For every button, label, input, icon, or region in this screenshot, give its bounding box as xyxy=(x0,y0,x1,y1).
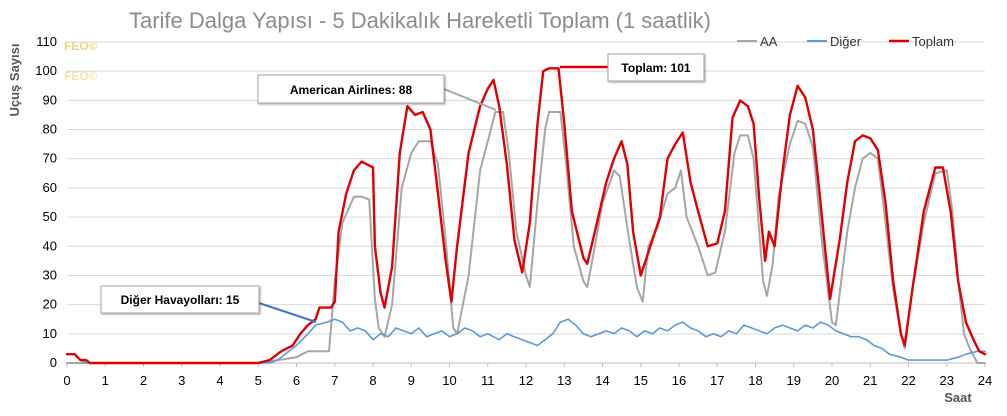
x-tick-label: 11 xyxy=(481,373,495,388)
x-tick-label: 14 xyxy=(595,373,609,388)
callout-text-aa: American Airlines: 88 xyxy=(290,83,413,97)
x-tick-label: 1 xyxy=(102,373,109,388)
callouts: American Airlines: 88 Toplam: 101 Diğer … xyxy=(100,53,705,323)
x-tick-label: 9 xyxy=(408,373,415,388)
watermark-top: FEO© xyxy=(64,39,98,53)
x-tick-label: 20 xyxy=(825,373,839,388)
legend-label-toplam: Toplam xyxy=(912,34,954,49)
callout-leader-aa xyxy=(443,88,497,111)
y-tick-label: 50 xyxy=(43,209,57,224)
x-tick-label: 2 xyxy=(140,373,147,388)
x-tick-label: 4 xyxy=(216,373,223,388)
x-tick-label: 19 xyxy=(787,373,801,388)
y-tick-label: 80 xyxy=(43,122,57,137)
y-tick-label: 70 xyxy=(43,151,57,166)
x-tick-label: 10 xyxy=(442,373,456,388)
y-tick-label: 40 xyxy=(43,238,57,253)
y-tick-label: 60 xyxy=(43,180,57,195)
y-tick-label: 30 xyxy=(43,267,57,282)
y-tick-label: 20 xyxy=(43,297,57,312)
x-tick-label: 7 xyxy=(331,373,338,388)
legend-label-aa: AA xyxy=(760,34,778,49)
legend-label-diger: Diğer xyxy=(830,34,862,49)
x-tick-label: 23 xyxy=(940,373,954,388)
series-lines xyxy=(65,67,987,365)
chart-title: Tarife Dalga Yapısı - 5 Dakikalık Hareke… xyxy=(129,8,711,33)
y-tick-label: 10 xyxy=(43,326,57,341)
callout-text-diger: Diğer Havayolları: 15 xyxy=(121,293,240,307)
x-tick-label: 3 xyxy=(178,373,185,388)
callout-box-diger xyxy=(100,285,260,314)
x-tick-label: 24 xyxy=(978,373,992,388)
x-tick-label: 13 xyxy=(557,373,571,388)
callout-leader-diger xyxy=(258,302,317,323)
watermark-bottom: FEO© xyxy=(64,69,98,83)
x-tick-label: 16 xyxy=(672,373,686,388)
callout-box-aa xyxy=(257,74,445,104)
x-tick-label: 6 xyxy=(293,373,300,388)
x-tick-label: 21 xyxy=(863,373,877,388)
x-tick-label: 5 xyxy=(255,373,262,388)
x-tick-label: 12 xyxy=(519,373,533,388)
x-axis-ticks: 0 1 2 3 4 5 6 7 8 9 10 11 12 13 14 15 16 17 18 19 20 21 22 23 24 xyxy=(63,363,992,388)
y-tick-label: 90 xyxy=(43,92,57,107)
x-tick-label: 8 xyxy=(369,373,376,388)
x-tick-label: 18 xyxy=(748,373,762,388)
series-line-diger xyxy=(66,318,986,364)
series-line-toplam xyxy=(65,67,987,365)
x-tick-label: 17 xyxy=(710,373,724,388)
callout-text-toplam: Toplam: 101 xyxy=(621,61,690,75)
y-tick-label: 110 xyxy=(36,34,57,49)
y-axis-label: Uçuş Sayısı xyxy=(7,44,22,117)
x-axis-label: Saat xyxy=(944,390,972,405)
series-line-aa xyxy=(66,111,986,364)
x-tick-label: 15 xyxy=(634,373,648,388)
y-tick-label: 100 xyxy=(35,63,57,78)
y-tick-label: 0 xyxy=(50,355,57,370)
callout-box-toplam xyxy=(607,53,705,82)
y-axis-ticks: 0 10 20 30 40 50 60 70 80 90 100 110 xyxy=(35,34,57,370)
x-tick-label: 22 xyxy=(901,373,915,388)
x-tick-label: 0 xyxy=(63,373,70,388)
legend: AA Diğer Toplam xyxy=(737,34,954,49)
